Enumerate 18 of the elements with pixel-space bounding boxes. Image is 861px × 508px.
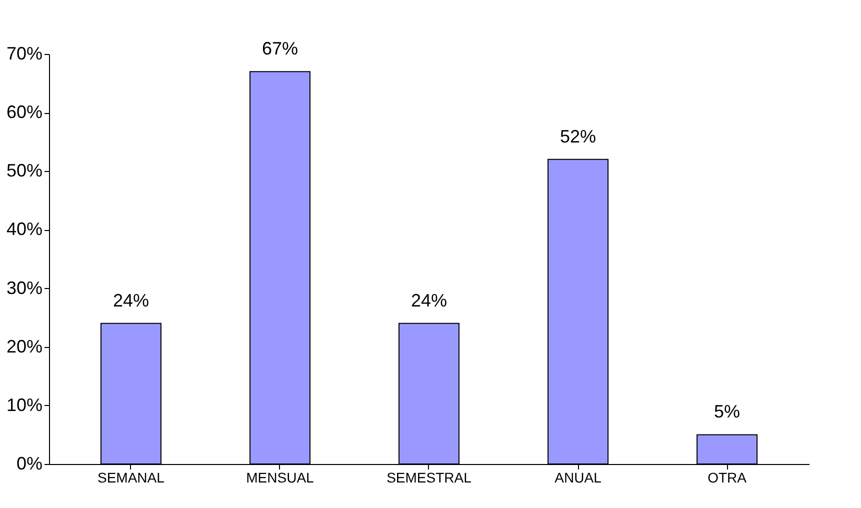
- y-tick-label: 10%: [6, 394, 42, 415]
- x-tick-label: SEMANAL: [98, 470, 165, 486]
- data-label: 5%: [714, 402, 740, 422]
- data-label: 24%: [410, 290, 448, 310]
- y-tick-label: 0%: [16, 454, 42, 474]
- y-tick-label: 30%: [6, 278, 42, 298]
- data-label: 24%: [112, 290, 149, 310]
- y-tick-label: 60%: [6, 102, 42, 122]
- x-tick-label: MENSUAL: [246, 470, 314, 486]
- data-label: 52%: [560, 126, 596, 146]
- y-tick-label: 40%: [6, 219, 42, 240]
- y-tick-label: 70%: [6, 44, 42, 64]
- data-label: 67%: [262, 38, 298, 59]
- x-tick-label: OTRA: [708, 470, 748, 486]
- x-tick-label: ANUAL: [554, 470, 602, 486]
- x-tick-label: SEMESTRAL: [386, 470, 472, 486]
- y-tick-label: 20%: [6, 336, 42, 356]
- y-tick-label: 50%: [6, 160, 42, 181]
